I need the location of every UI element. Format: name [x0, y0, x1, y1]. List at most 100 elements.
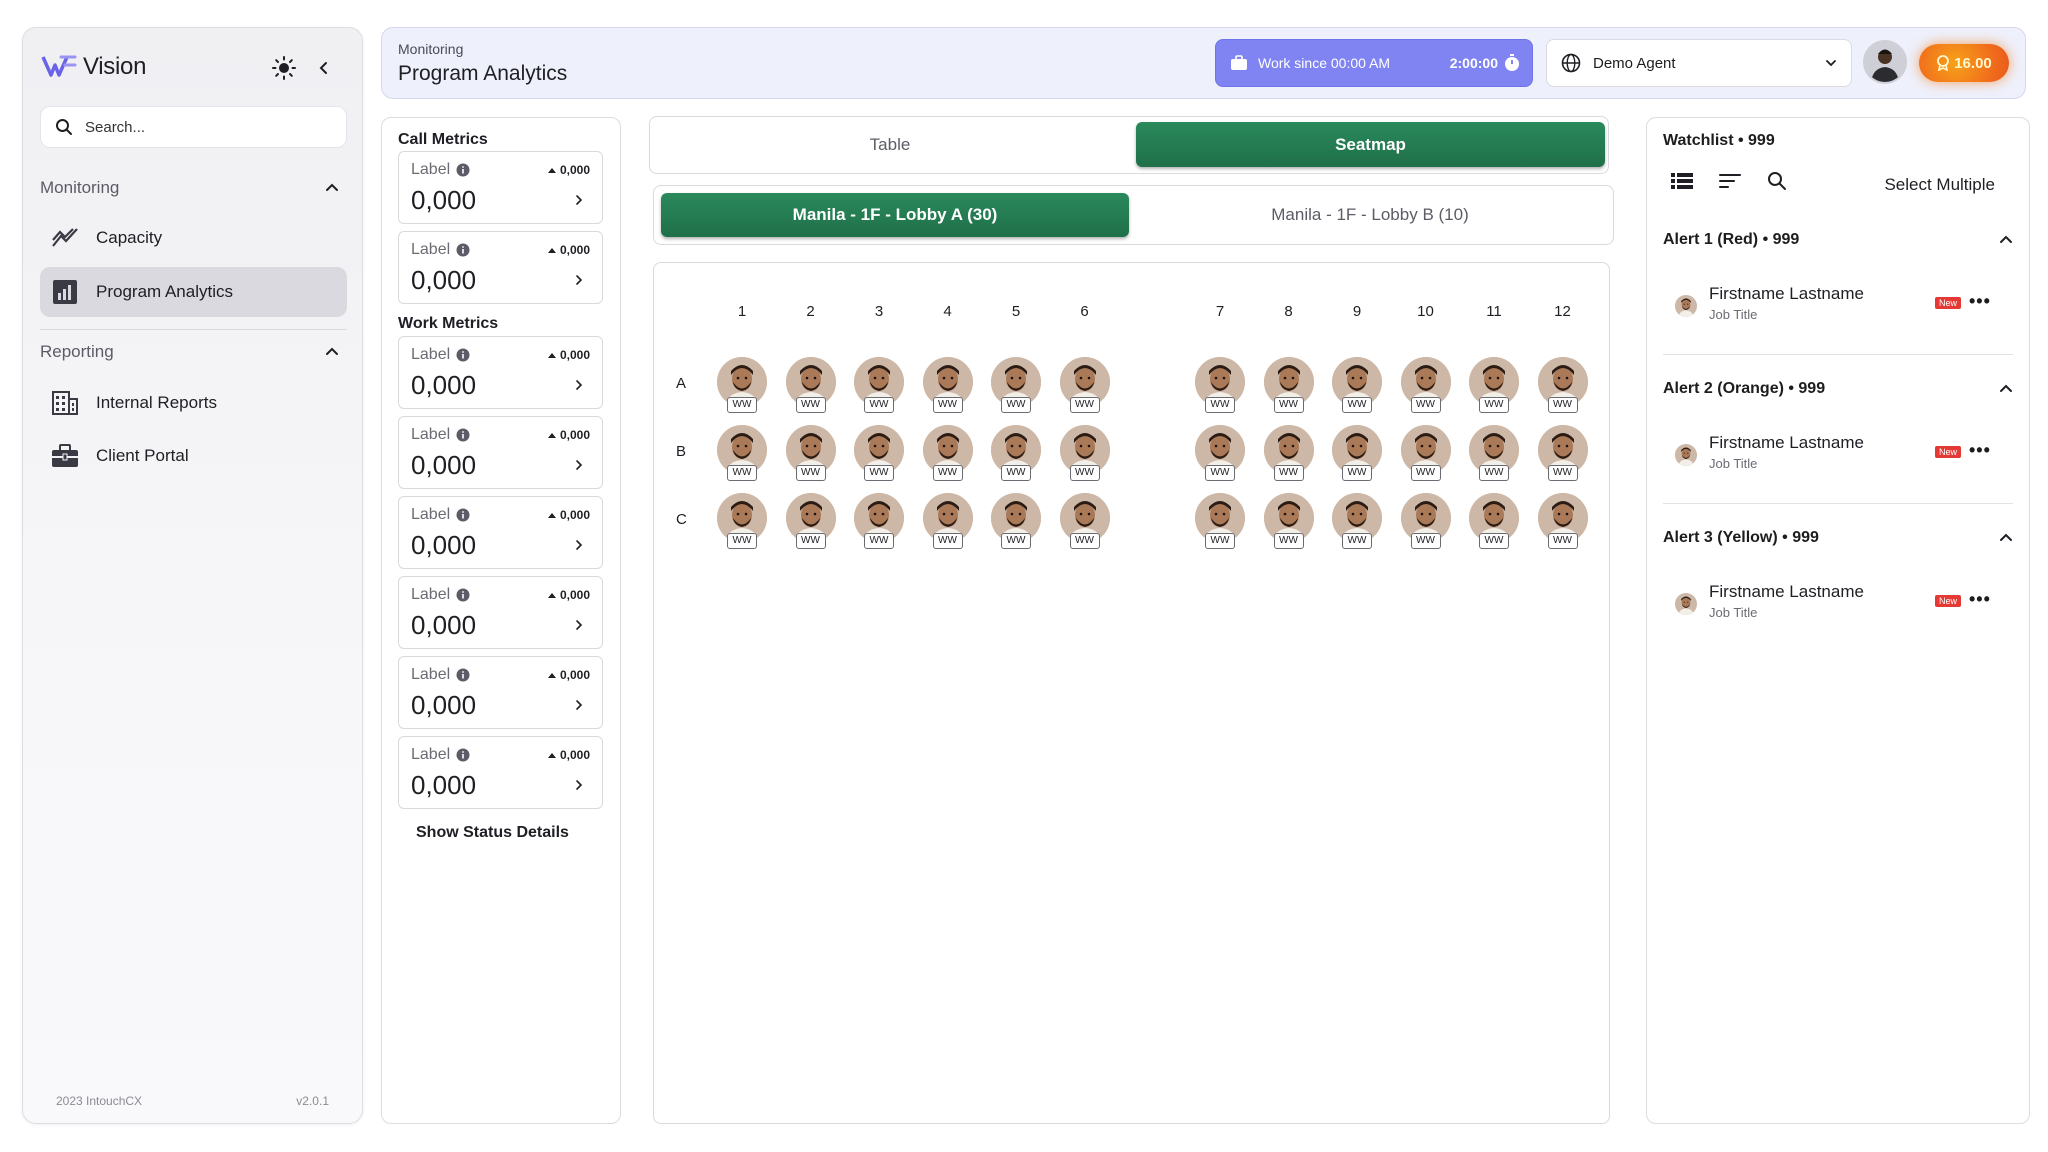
seat[interactable]: WW	[1398, 357, 1454, 419]
brand[interactable]: Vision	[41, 53, 146, 81]
seat[interactable]: WW	[1261, 493, 1317, 555]
nav-section-reporting[interactable]: Reporting	[40, 337, 347, 367]
seat[interactable]: WW	[1329, 425, 1385, 487]
breadcrumb[interactable]: Monitoring	[398, 41, 464, 57]
more-options-icon[interactable]: •••	[1969, 291, 1991, 311]
seat[interactable]: WW	[714, 493, 770, 555]
chevron-right-icon[interactable]	[574, 619, 584, 631]
chevron-right-icon[interactable]	[574, 274, 584, 286]
theme-toggle-button[interactable]	[269, 53, 299, 83]
info-icon[interactable]	[456, 243, 470, 257]
watchlist-item[interactable]: Firstname Lastname Job Title New •••	[1675, 283, 1995, 327]
seat[interactable]: WW	[1261, 425, 1317, 487]
chevron-up-icon[interactable]	[325, 345, 339, 359]
show-status-details-link[interactable]: Show Status Details	[416, 824, 569, 841]
info-icon[interactable]	[456, 668, 470, 682]
chevron-right-icon[interactable]	[574, 459, 584, 471]
work-timer-pill[interactable]: Work since 00:00 AM 2:00:00	[1215, 39, 1533, 87]
seat[interactable]: WW	[988, 493, 1044, 555]
chevron-right-icon[interactable]	[574, 699, 584, 711]
chevron-up-icon[interactable]	[1999, 382, 2013, 396]
seat[interactable]: WW	[1535, 425, 1591, 487]
seat[interactable]: WW	[1329, 357, 1385, 419]
metric-card[interactable]: Label 0,000 0,000	[398, 231, 603, 304]
seat[interactable]: WW	[920, 425, 976, 487]
user-avatar[interactable]	[1863, 40, 1907, 84]
seat[interactable]: WW	[1057, 357, 1113, 419]
sidebar-item-program-analytics[interactable]: Program Analytics	[40, 267, 347, 317]
seat[interactable]: WW	[1535, 493, 1591, 555]
alert-group-header[interactable]: Alert 3 (Yellow) • 999	[1663, 529, 2013, 547]
seat[interactable]: WW	[851, 357, 907, 419]
info-icon[interactable]	[456, 588, 470, 602]
seat[interactable]: WW	[851, 493, 907, 555]
metric-card[interactable]: Label 0,000 0,000	[398, 576, 603, 649]
sidebar-item-client-portal[interactable]: Client Portal	[40, 431, 347, 481]
info-icon[interactable]	[456, 428, 470, 442]
chevron-right-icon[interactable]	[574, 539, 584, 551]
chevron-right-icon[interactable]	[574, 779, 584, 791]
metric-card[interactable]: Label 0,000 0,000	[398, 416, 603, 489]
sort-icon[interactable]	[1719, 173, 1741, 189]
info-icon[interactable]	[456, 508, 470, 522]
info-icon[interactable]	[456, 163, 470, 177]
chevron-up-icon[interactable]	[1999, 531, 2013, 545]
list-view-icon[interactable]	[1671, 172, 1693, 190]
chevron-right-icon[interactable]	[574, 194, 584, 206]
metric-card[interactable]: Label 0,000 0,000	[398, 496, 603, 569]
metric-card[interactable]: Label 0,000 0,000	[398, 736, 603, 809]
seat[interactable]: WW	[1057, 493, 1113, 555]
seat[interactable]: WW	[1192, 493, 1248, 555]
chevron-up-icon[interactable]	[1999, 233, 2013, 247]
tab-seatmap[interactable]: Seatmap	[1136, 122, 1605, 167]
seat[interactable]: WW	[783, 425, 839, 487]
seat[interactable]: WW	[783, 357, 839, 419]
more-options-icon[interactable]: •••	[1969, 440, 1991, 460]
nav-section-monitoring[interactable]: Monitoring	[40, 173, 347, 203]
alert-group-header[interactable]: Alert 1 (Red) • 999	[1663, 231, 2013, 249]
select-multiple-button[interactable]: Select Multiple	[1884, 175, 1995, 194]
sidebar-item-internal-reports[interactable]: Internal Reports	[40, 378, 347, 428]
more-options-icon[interactable]: •••	[1969, 589, 1991, 609]
seat[interactable]: WW	[1398, 425, 1454, 487]
search-box[interactable]	[40, 106, 347, 148]
seat[interactable]: WW	[1466, 357, 1522, 419]
watchlist-item[interactable]: Firstname Lastname Job Title New •••	[1675, 432, 1995, 476]
chevron-right-icon[interactable]	[574, 379, 584, 391]
watchlist-item[interactable]: Firstname Lastname Job Title New •••	[1675, 581, 1995, 625]
tab-lobby-b[interactable]: Manila - 1F - Lobby B (10)	[1271, 205, 1469, 224]
watchlist-avatar	[1675, 593, 1697, 615]
seat[interactable]: WW	[1535, 357, 1591, 419]
seat[interactable]: WW	[988, 425, 1044, 487]
seat[interactable]: WW	[714, 425, 770, 487]
seat[interactable]: WW	[1398, 493, 1454, 555]
sidebar-item-capacity[interactable]: Capacity	[40, 213, 347, 263]
seat[interactable]: WW	[1261, 357, 1317, 419]
metric-card[interactable]: Label 0,000 0,000	[398, 151, 603, 224]
seat[interactable]: WW	[920, 357, 976, 419]
alert-group-header[interactable]: Alert 2 (Orange) • 999	[1663, 380, 2013, 398]
seat[interactable]: WW	[1057, 425, 1113, 487]
info-icon[interactable]	[456, 748, 470, 762]
tab-table[interactable]: Table	[869, 134, 911, 154]
reward-coins-pill[interactable]: 16.00	[1919, 44, 2009, 82]
seat[interactable]: WW	[783, 493, 839, 555]
seat[interactable]: WW	[988, 357, 1044, 419]
seat[interactable]: WW	[1192, 425, 1248, 487]
search-icon[interactable]	[1767, 171, 1787, 191]
seat[interactable]: WW	[1329, 493, 1385, 555]
seat[interactable]: WW	[1466, 493, 1522, 555]
collapse-sidebar-button[interactable]	[311, 55, 337, 81]
metric-card[interactable]: Label 0,000 0,000	[398, 336, 603, 409]
metric-card[interactable]: Label 0,000 0,000	[398, 656, 603, 729]
seat[interactable]: WW	[1466, 425, 1522, 487]
agent-select[interactable]: Demo Agent	[1546, 39, 1852, 87]
chevron-up-icon[interactable]	[325, 181, 339, 195]
tab-lobby-a[interactable]: Manila - 1F - Lobby A (30)	[661, 193, 1129, 237]
seat[interactable]: WW	[714, 357, 770, 419]
search-input[interactable]	[85, 118, 325, 136]
seat[interactable]: WW	[851, 425, 907, 487]
info-icon[interactable]	[456, 348, 470, 362]
seat[interactable]: WW	[1192, 357, 1248, 419]
seat[interactable]: WW	[920, 493, 976, 555]
